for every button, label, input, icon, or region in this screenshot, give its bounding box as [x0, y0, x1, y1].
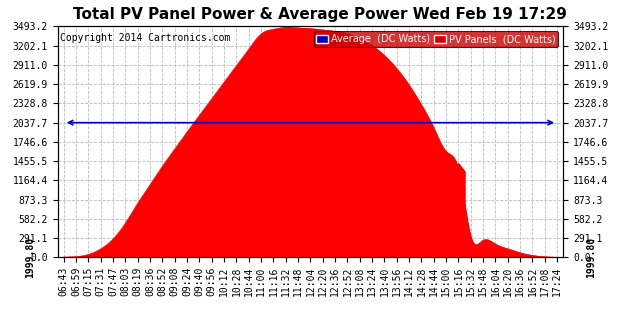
Text: Copyright 2014 Cartronics.com: Copyright 2014 Cartronics.com	[60, 33, 230, 43]
Text: 1999.80: 1999.80	[25, 237, 35, 278]
Text: Total PV Panel Power & Average Power Wed Feb 19 17:29: Total PV Panel Power & Average Power Wed…	[73, 7, 567, 21]
Legend: Average  (DC Watts), PV Panels  (DC Watts): Average (DC Watts), PV Panels (DC Watts)	[314, 31, 558, 47]
Text: 1999.80: 1999.80	[586, 237, 596, 278]
